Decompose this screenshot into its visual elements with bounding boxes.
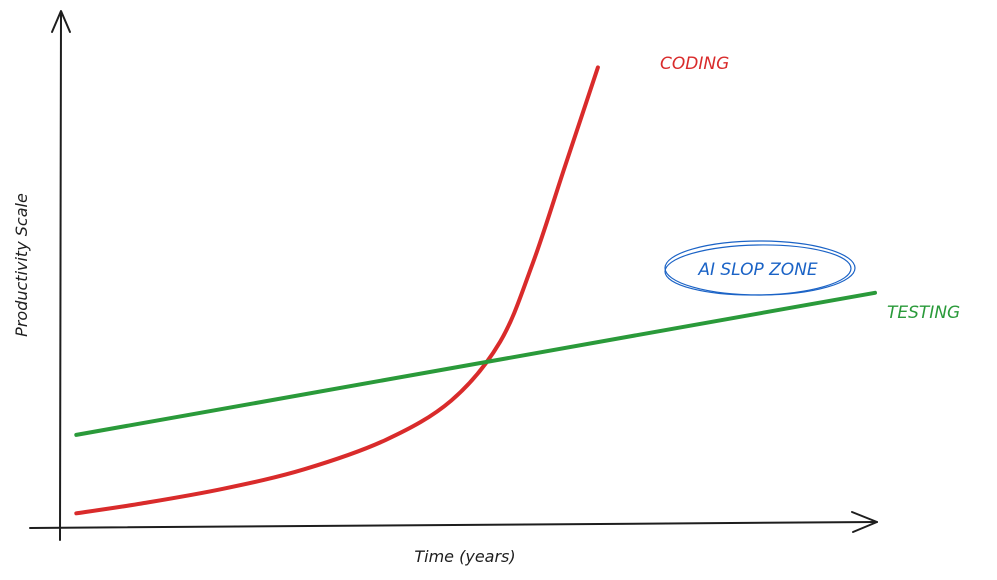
series-line-coding xyxy=(74,65,600,516)
series-layer xyxy=(74,65,877,516)
y-axis-arrowhead xyxy=(51,10,71,33)
x-axis-line xyxy=(29,521,878,529)
x-axis-label: Time (years) xyxy=(414,547,515,566)
annotation-ellipse xyxy=(664,240,856,296)
series-label-coding: CODING xyxy=(660,54,729,74)
y-axis-line xyxy=(58,11,62,541)
annotation-ellipse-inner xyxy=(664,244,852,296)
y-axis-label: Productivity Scale xyxy=(12,193,31,337)
x-axis-arrowhead xyxy=(851,511,878,533)
series-line-testing xyxy=(74,290,877,437)
axes xyxy=(29,10,878,541)
annotation-label: AI SLOP ZONE xyxy=(697,260,818,280)
series-label-testing: TESTING xyxy=(887,303,960,323)
